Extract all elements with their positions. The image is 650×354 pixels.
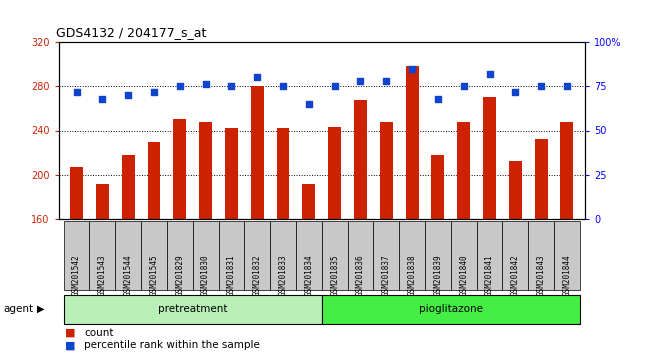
Bar (251, 86, 264, 219)
Text: GSM201844: GSM201844 (562, 255, 571, 296)
Bar (380, 122, 393, 219)
Bar (373, 221, 399, 290)
Point (458, 84, 469, 89)
Text: pretreatment: pretreatment (158, 304, 227, 314)
Bar (348, 221, 373, 290)
Text: ■: ■ (65, 340, 75, 350)
Text: GSM201833: GSM201833 (279, 255, 287, 296)
Text: GSM201840: GSM201840 (459, 255, 468, 296)
Text: ■: ■ (65, 328, 75, 338)
Point (536, 84, 546, 89)
Text: GSM201544: GSM201544 (124, 255, 133, 296)
Bar (64, 221, 90, 290)
Point (381, 78, 391, 84)
Text: GSM201832: GSM201832 (253, 255, 262, 296)
Text: GSM201545: GSM201545 (150, 255, 159, 296)
Point (123, 92, 133, 98)
Bar (122, 155, 135, 219)
Bar (90, 221, 115, 290)
Point (356, 78, 366, 84)
Text: GSM201838: GSM201838 (408, 255, 417, 296)
Point (433, 96, 443, 102)
Bar (457, 122, 470, 219)
Bar (554, 221, 580, 290)
Bar (192, 221, 218, 290)
Bar (451, 221, 476, 290)
Bar (328, 127, 341, 219)
Point (175, 84, 185, 89)
Bar (476, 221, 502, 290)
Bar (399, 221, 425, 290)
Bar (115, 221, 141, 290)
Point (278, 84, 288, 89)
Text: GSM201829: GSM201829 (176, 255, 185, 296)
Bar (509, 161, 522, 219)
Point (510, 89, 521, 95)
Text: count: count (84, 328, 114, 338)
Point (484, 71, 495, 77)
Bar (406, 66, 419, 219)
Point (98, 96, 108, 102)
Point (304, 101, 314, 107)
Text: GSM201830: GSM201830 (201, 255, 210, 296)
Text: GDS4132 / 204177_s_at: GDS4132 / 204177_s_at (56, 27, 206, 39)
Point (562, 84, 572, 89)
Text: GSM201834: GSM201834 (304, 255, 313, 296)
Point (330, 84, 340, 89)
Bar (296, 221, 322, 290)
Bar (96, 184, 109, 219)
Bar (244, 221, 270, 290)
Point (149, 89, 159, 95)
Text: percentile rank within the sample: percentile rank within the sample (84, 340, 261, 350)
Bar (225, 128, 238, 219)
Text: pioglitazone: pioglitazone (419, 304, 483, 314)
Bar (528, 221, 554, 290)
Bar (277, 128, 289, 219)
Point (407, 66, 417, 72)
Point (226, 84, 237, 89)
Point (72, 89, 82, 95)
Text: GSM201842: GSM201842 (511, 255, 520, 296)
Text: GSM201831: GSM201831 (227, 255, 236, 296)
Bar (425, 221, 451, 290)
Bar (322, 295, 580, 324)
Text: GSM201841: GSM201841 (485, 255, 494, 296)
Bar (502, 221, 528, 290)
Bar (322, 221, 348, 290)
Bar (432, 155, 445, 219)
Text: GSM201542: GSM201542 (72, 255, 81, 296)
Text: GSM201543: GSM201543 (98, 255, 107, 296)
Bar (70, 167, 83, 219)
Bar (483, 97, 496, 219)
Text: GSM201837: GSM201837 (382, 255, 391, 296)
Point (200, 82, 211, 87)
Bar (199, 122, 212, 219)
Text: ▶: ▶ (37, 304, 45, 314)
Bar (560, 122, 573, 219)
Bar (218, 221, 244, 290)
Text: GSM201839: GSM201839 (434, 255, 443, 296)
Bar (270, 221, 296, 290)
Text: agent: agent (3, 304, 33, 314)
Text: GSM201835: GSM201835 (330, 255, 339, 296)
Bar (535, 139, 547, 219)
Bar (302, 184, 315, 219)
Bar (354, 99, 367, 219)
Bar (174, 119, 187, 219)
Text: GSM201843: GSM201843 (537, 255, 545, 296)
Point (252, 75, 263, 80)
Bar (141, 221, 167, 290)
Text: GSM201836: GSM201836 (356, 255, 365, 296)
Bar (64, 295, 322, 324)
Bar (148, 142, 161, 219)
Bar (167, 221, 192, 290)
